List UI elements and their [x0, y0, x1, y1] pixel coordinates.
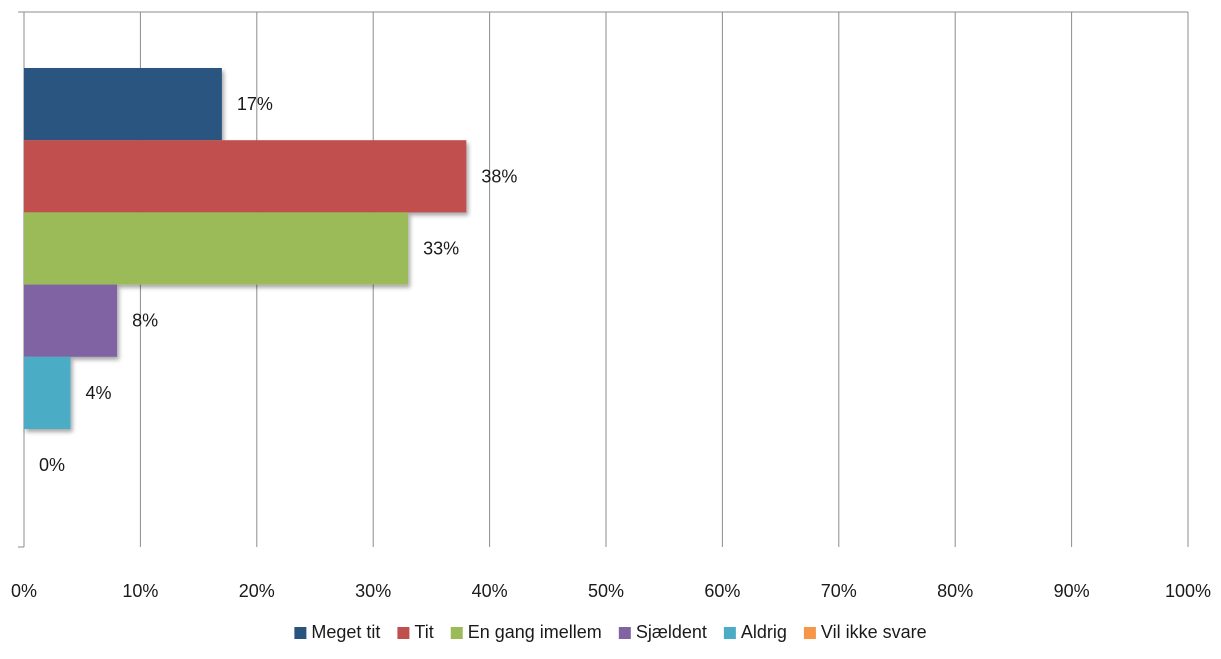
legend-label: En gang imellem	[468, 622, 602, 642]
bars	[24, 68, 467, 429]
bar-meget-tit	[24, 68, 222, 141]
legend-label: Tit	[414, 622, 433, 642]
data-label: 33%	[423, 239, 459, 259]
x-tick-label: 0%	[11, 581, 37, 601]
x-tick-label: 50%	[588, 581, 624, 601]
x-tick-label: 40%	[472, 581, 508, 601]
x-tick-label: 30%	[355, 581, 391, 601]
x-tick-label: 20%	[239, 581, 275, 601]
x-tick-label: 60%	[704, 581, 740, 601]
legend-label: Sjældent	[636, 622, 707, 642]
legend-swatch	[723, 627, 736, 639]
bar-sjældent	[24, 284, 118, 357]
x-tick-label: 70%	[821, 581, 857, 601]
data-label: 17%	[237, 94, 273, 114]
legend-swatch	[397, 627, 410, 639]
x-tick-label: 10%	[122, 581, 158, 601]
legend-swatch	[294, 627, 307, 639]
legend: Meget tit Tit En gang imellem Sjældent Aldri…	[294, 622, 927, 642]
data-labels: 17% 38% 33% 8% 4% 0%	[39, 94, 517, 475]
legend-label: Meget tit	[311, 622, 380, 642]
legend-swatch	[618, 627, 631, 639]
x-tick-labels: 0% 10% 20% 30% 40% 50% 60% 70% 80% 90% 100%	[11, 581, 1211, 601]
data-label: 8%	[132, 311, 158, 331]
data-label: 38%	[481, 166, 517, 186]
bar-en-gang-imellem	[24, 212, 409, 285]
legend-swatch	[803, 627, 816, 639]
x-tick-label: 90%	[1054, 581, 1090, 601]
bar-aldrig	[24, 356, 71, 429]
x-tick-label: 80%	[937, 581, 973, 601]
data-label: 0%	[39, 455, 65, 475]
x-tick-label: 100%	[1165, 581, 1211, 601]
legend-swatch	[450, 627, 463, 639]
data-label: 4%	[86, 383, 112, 403]
legend-label: Aldrig	[741, 622, 787, 642]
legend-label: Vil ikke svare	[821, 622, 927, 642]
gridlines	[139, 12, 1189, 547]
bar-tit	[24, 140, 467, 213]
